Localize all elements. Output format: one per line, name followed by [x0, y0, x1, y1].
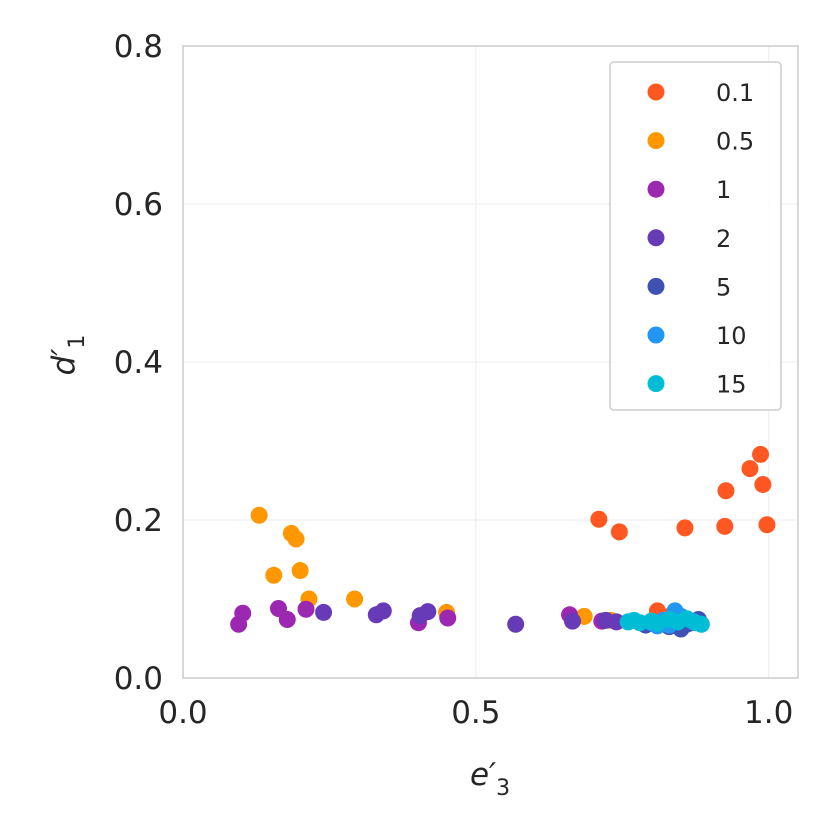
y-tick-label: 0.2 — [114, 503, 163, 539]
legend-frame — [609, 61, 782, 411]
data-point — [439, 609, 457, 627]
legend-marker — [647, 83, 665, 101]
data-point — [315, 603, 333, 621]
data-point — [287, 530, 305, 548]
legend-label: 1 — [716, 176, 731, 204]
data-point — [234, 604, 252, 622]
legend-item-5: 5 — [647, 273, 731, 301]
y-tick-label: 0.6 — [114, 187, 163, 223]
legend-item-1: 1 — [647, 176, 731, 204]
legend-item-0.1: 0.1 — [647, 79, 754, 107]
legend-marker — [647, 132, 665, 150]
data-points — [230, 445, 776, 638]
data-point — [507, 615, 525, 633]
y-axis-label: d′1 — [46, 335, 90, 376]
x-tick-label: 1.0 — [744, 695, 793, 731]
legend-label: 0.1 — [716, 79, 754, 107]
data-point — [346, 590, 364, 608]
data-point — [619, 613, 637, 631]
data-point — [250, 506, 268, 524]
x-tick-label: 0.0 — [158, 695, 207, 731]
legend-label: 0.5 — [716, 128, 754, 156]
legend-marker — [647, 326, 665, 344]
legend-marker — [647, 277, 665, 295]
y-tick-label: 0.0 — [114, 661, 163, 697]
data-point — [741, 460, 759, 478]
data-point — [758, 516, 776, 534]
data-point — [590, 510, 608, 528]
data-point — [717, 482, 735, 500]
data-point — [610, 523, 628, 541]
data-point — [754, 475, 772, 493]
legend-label: 5 — [716, 273, 731, 301]
data-point — [291, 562, 309, 580]
legend-item-15: 15 — [647, 371, 747, 399]
data-point — [676, 519, 694, 537]
data-point — [692, 615, 710, 633]
data-point — [419, 603, 437, 621]
data-point — [607, 613, 625, 631]
legend-item-0.5: 0.5 — [647, 128, 754, 156]
data-point — [564, 612, 581, 630]
legend-item-10: 10 — [647, 322, 747, 350]
series-0.1 — [590, 445, 776, 630]
plot-frame — [182, 45, 799, 679]
legend-item-2: 2 — [647, 225, 731, 253]
y-tick-label: 0.8 — [114, 29, 163, 65]
series-2 — [315, 602, 625, 633]
series-15 — [619, 610, 710, 633]
legend-marker — [647, 180, 665, 198]
data-point — [716, 517, 734, 535]
x-axis-label: e′3 — [470, 757, 510, 801]
data-point — [297, 600, 315, 618]
data-point — [278, 611, 296, 629]
legend: 0.1 0.5 1 2 5 10 15 — [609, 61, 782, 411]
data-point — [752, 445, 770, 463]
data-point — [374, 602, 392, 620]
data-point — [265, 566, 283, 584]
tick-labels: 0.0 0.5 1.0 0.0 0.2 0.4 0.6 0.8 — [114, 29, 794, 731]
legend-label: 2 — [716, 225, 731, 253]
legend-label: 10 — [716, 322, 747, 350]
legend-marker — [647, 229, 665, 247]
x-tick-label: 0.5 — [451, 695, 500, 731]
y-tick-label: 0.4 — [114, 345, 163, 381]
legend-label: 15 — [716, 371, 747, 399]
legend-marker — [647, 375, 665, 393]
